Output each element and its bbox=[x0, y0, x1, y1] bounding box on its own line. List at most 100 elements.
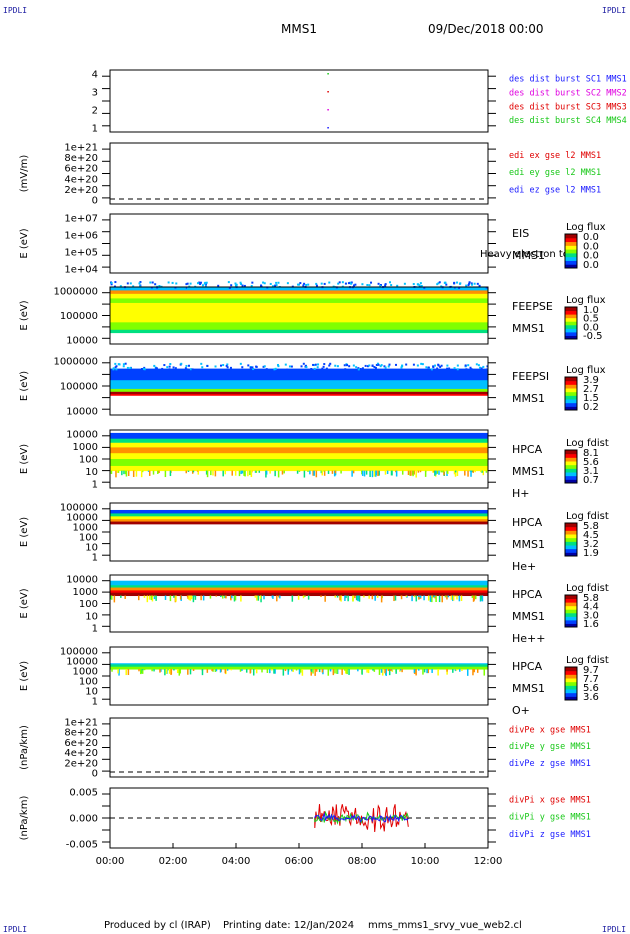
y-tick-label: 0.000 bbox=[69, 814, 98, 825]
spectrogram-speckle bbox=[189, 669, 192, 675]
spectrogram-speckle bbox=[184, 286, 187, 289]
y-tick-label: 10 bbox=[85, 543, 98, 554]
panel-frame bbox=[109, 213, 489, 274]
y-tick-label: 1000 bbox=[73, 523, 98, 534]
spectrogram-speckle bbox=[328, 364, 331, 367]
spectrogram-speckle bbox=[259, 595, 262, 599]
colorbar-segment bbox=[565, 380, 577, 385]
colorbar-segment bbox=[565, 552, 577, 557]
spectrogram-speckle bbox=[187, 595, 189, 599]
spectrogram-speckle bbox=[234, 595, 237, 601]
panel-label: MMS1 bbox=[512, 682, 545, 695]
spectrogram-speckle bbox=[413, 595, 416, 598]
colorbar-frame bbox=[564, 233, 578, 269]
spectrogram-speckle bbox=[189, 282, 192, 285]
spectrogram-speckle bbox=[456, 364, 459, 367]
panel-label: MMS1 bbox=[512, 249, 545, 262]
spectrogram-speckle bbox=[305, 283, 308, 286]
spectrogram-speckle bbox=[228, 286, 231, 289]
panel-frame bbox=[109, 717, 489, 778]
colorbar-tick-label: 3.1 bbox=[583, 466, 599, 477]
spectrogram-speckle bbox=[292, 669, 294, 672]
spectrogram-speckle bbox=[226, 669, 229, 671]
colorbar-segment bbox=[565, 605, 577, 610]
colorbar-segment bbox=[565, 696, 577, 701]
colorbar-segment bbox=[565, 399, 577, 404]
spectrogram-speckle bbox=[239, 281, 242, 284]
spectrogram-speckle bbox=[377, 470, 379, 477]
spectrogram-speckle bbox=[239, 669, 242, 672]
spectrogram-speckle bbox=[329, 669, 332, 672]
spectrogram-speckle bbox=[419, 282, 422, 285]
colorbar-tick-label: 0.0 bbox=[583, 241, 599, 252]
corner-mark-top-right: IPDLI bbox=[602, 6, 627, 15]
spectrogram-speckle bbox=[453, 470, 456, 475]
spectrogram-speckle bbox=[129, 366, 132, 369]
spectrogram-speckle bbox=[153, 595, 156, 600]
colorbar-tick-label: 3.2 bbox=[583, 539, 599, 550]
y-tick-label: 1e+06 bbox=[64, 231, 98, 242]
spectrogram-speckle bbox=[304, 595, 306, 597]
spectrogram-speckle bbox=[352, 595, 354, 602]
spectrogram-speckle bbox=[372, 669, 374, 671]
spectrogram-speckle bbox=[192, 669, 195, 671]
spectrogram-band bbox=[110, 380, 488, 390]
spectrogram-speckle bbox=[464, 470, 466, 476]
spectrogram-speckle bbox=[313, 364, 316, 367]
colorbar-segment bbox=[565, 324, 577, 329]
spectrogram-speckle bbox=[459, 282, 462, 285]
spectrogram-speckle bbox=[479, 366, 482, 369]
spectrogram-speckle bbox=[323, 470, 326, 476]
spectrogram-speckle bbox=[180, 362, 183, 365]
colorbar-segment bbox=[565, 237, 577, 243]
x-tick-label: 06:00 bbox=[285, 856, 314, 867]
spectrogram-speckle bbox=[277, 281, 280, 284]
spectrogram-speckle bbox=[314, 669, 316, 676]
spectrogram-speckle bbox=[401, 669, 403, 673]
spectrogram-speckle bbox=[436, 367, 439, 370]
colorbar-segment bbox=[565, 689, 577, 694]
panel-label: HPCA bbox=[512, 516, 543, 529]
spectrogram-speckle bbox=[459, 669, 461, 672]
spectrogram-speckle bbox=[470, 368, 473, 371]
x-tick-label: 00:00 bbox=[96, 856, 125, 867]
spectrogram-speckle bbox=[287, 669, 289, 675]
spectrogram-speckle bbox=[434, 364, 437, 367]
spectrogram-speckle bbox=[443, 470, 446, 472]
panel-FEEPSI: 1000000 100000 10000 E (eV) FEEPSI MMS1 Log fl… bbox=[19, 356, 606, 418]
data-point bbox=[327, 127, 329, 129]
y-tick-label: 1 bbox=[92, 553, 98, 564]
overlay-label: Heavy electron to bbox=[480, 249, 569, 260]
spectrogram-speckle bbox=[296, 470, 299, 474]
spectrogram-speckle bbox=[341, 281, 344, 284]
spectrogram-speckle bbox=[426, 669, 428, 674]
spectrogram-speckle bbox=[156, 286, 159, 289]
y-tick-label: 100000 bbox=[60, 647, 98, 658]
spectrogram-speckle bbox=[249, 470, 251, 476]
spectrogram-speckle bbox=[163, 364, 166, 367]
spectrogram-speckle bbox=[224, 595, 226, 599]
spectrogram-speckle bbox=[371, 470, 374, 478]
spectrogram-band bbox=[110, 391, 488, 395]
spectrogram-speckle bbox=[168, 669, 171, 674]
spectrogram-speckle bbox=[431, 595, 433, 603]
spectrogram-speckle bbox=[150, 595, 153, 600]
spectrogram-speckle bbox=[116, 470, 119, 473]
spectrogram-speckle bbox=[474, 595, 477, 599]
spectrogram-speckle bbox=[214, 470, 217, 477]
spectrogram-speckle bbox=[476, 282, 479, 285]
colorbar-title: Log flux bbox=[566, 295, 606, 306]
spectrogram-band bbox=[110, 298, 488, 304]
colorbar-segment bbox=[565, 472, 577, 477]
spectrogram-speckle bbox=[252, 669, 255, 676]
spectrogram-speckle bbox=[470, 282, 473, 285]
spectrogram-speckle bbox=[447, 595, 450, 598]
spectrogram-speckle bbox=[376, 595, 379, 598]
spectrogram-speckle bbox=[263, 595, 265, 600]
spectrogram-speckle bbox=[201, 669, 204, 676]
spectrogram-speckle bbox=[129, 282, 132, 285]
spectrogram-speckle bbox=[470, 470, 472, 477]
spectrogram-speckle bbox=[413, 470, 415, 475]
spectrogram-speckle bbox=[301, 669, 304, 676]
colorbar-segment bbox=[565, 391, 577, 396]
